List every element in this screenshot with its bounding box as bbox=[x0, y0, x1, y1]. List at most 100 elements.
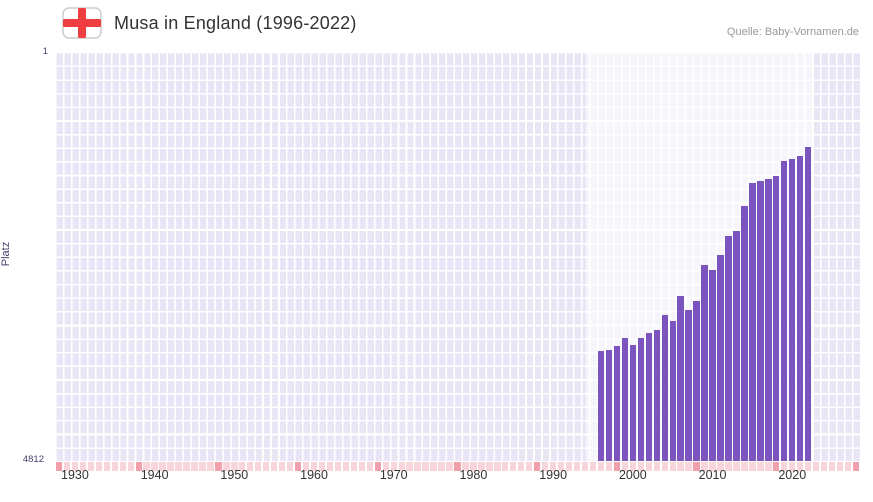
timeline-cell bbox=[175, 462, 182, 471]
y-axis-bottom-label: 4812 bbox=[22, 454, 44, 465]
plot-area bbox=[55, 52, 860, 461]
bar-2007[interactable] bbox=[685, 310, 692, 461]
timeline-cell bbox=[135, 462, 142, 471]
timeline-cell bbox=[406, 462, 413, 471]
timeline-cell bbox=[669, 462, 676, 471]
x-axis-labels: 1930 1940 1950 1960 1970 1980 1990 2000 2010 2020 bbox=[55, 468, 860, 486]
bar-2005[interactable] bbox=[669, 320, 676, 461]
bar-2013[interactable] bbox=[733, 231, 740, 461]
timeline-cell bbox=[494, 462, 501, 471]
timeline-cell bbox=[781, 462, 788, 471]
timeline-cell bbox=[111, 462, 118, 471]
timeline-cell bbox=[820, 462, 828, 471]
timeline-cell bbox=[725, 462, 732, 471]
timeline-cell bbox=[215, 462, 222, 471]
x-axis-label: 1950 bbox=[220, 468, 249, 482]
timeline-cell bbox=[597, 462, 605, 471]
x-axis-label: 1990 bbox=[539, 468, 568, 482]
timeline-cell bbox=[159, 462, 166, 471]
timeline-cell bbox=[852, 462, 860, 471]
bar-1999[interactable] bbox=[621, 338, 629, 461]
timeline-cell bbox=[183, 462, 190, 471]
timeline-cell bbox=[334, 462, 342, 471]
timeline-cell bbox=[789, 462, 796, 471]
timeline-cell bbox=[302, 462, 310, 471]
timeline-cell bbox=[773, 462, 780, 471]
timeline-cell bbox=[127, 462, 134, 471]
timeline-cell bbox=[741, 462, 748, 471]
timeline-cell bbox=[438, 462, 445, 471]
timeline-cell bbox=[589, 462, 597, 471]
timeline-cell bbox=[534, 462, 541, 471]
timeline-cell bbox=[191, 462, 198, 471]
timeline-cell bbox=[557, 462, 565, 471]
timeline-cell bbox=[422, 462, 429, 471]
timeline-cell bbox=[844, 462, 852, 471]
bar-2017[interactable] bbox=[765, 179, 772, 461]
timeline-cell bbox=[812, 462, 820, 471]
bar-2014[interactable] bbox=[741, 205, 748, 461]
x-axis-label: 1960 bbox=[300, 468, 328, 482]
timeline-cell bbox=[71, 462, 79, 471]
timeline-cell bbox=[621, 462, 629, 471]
bar-2020[interactable] bbox=[789, 159, 796, 461]
timeline-cell bbox=[255, 462, 262, 471]
bar-2004[interactable] bbox=[661, 315, 668, 461]
timeline-cell bbox=[629, 462, 637, 471]
timeline-cell bbox=[645, 462, 652, 471]
timeline-cell bbox=[541, 462, 549, 471]
bar-2010[interactable] bbox=[709, 270, 716, 461]
bar-2012[interactable] bbox=[725, 235, 732, 461]
x-axis-label: 2000 bbox=[618, 468, 647, 482]
bar-2018[interactable] bbox=[773, 176, 780, 461]
timeline-cell bbox=[239, 462, 246, 471]
timeline-cell bbox=[677, 462, 684, 471]
timeline-cell bbox=[247, 462, 254, 471]
timeline-cell bbox=[462, 462, 469, 471]
timeline-cell bbox=[765, 462, 772, 471]
timeline-cell bbox=[565, 462, 573, 471]
bar-2000[interactable] bbox=[629, 345, 637, 461]
timeline-cell bbox=[478, 462, 485, 471]
bar-2019[interactable] bbox=[781, 160, 788, 461]
bar-2011[interactable] bbox=[717, 255, 724, 461]
timeline-cell bbox=[797, 462, 804, 471]
x-axis-label: 2010 bbox=[698, 468, 727, 482]
bar-2001[interactable] bbox=[637, 337, 644, 461]
timeline-cell bbox=[653, 462, 660, 471]
timeline-cell bbox=[749, 462, 756, 471]
timeline-cell bbox=[358, 462, 366, 471]
timeline-cell bbox=[510, 462, 517, 471]
bar-2008[interactable] bbox=[693, 301, 700, 461]
timeline-cell bbox=[733, 462, 740, 471]
timeline-cell bbox=[454, 462, 461, 471]
timeline-cell bbox=[613, 462, 621, 471]
timeline-cell bbox=[693, 462, 700, 471]
timeline-cell bbox=[549, 462, 557, 471]
bar-1997[interactable] bbox=[605, 350, 613, 461]
bar-2022[interactable] bbox=[805, 147, 812, 461]
timeline-cell bbox=[701, 462, 708, 471]
timeline-cell bbox=[518, 462, 525, 471]
timeline-cell bbox=[398, 462, 405, 471]
timeline-cell bbox=[95, 462, 102, 471]
timeline-cell bbox=[263, 462, 270, 471]
timeline-cell bbox=[836, 462, 844, 471]
timeline-cell bbox=[55, 462, 63, 471]
timeline-cell bbox=[318, 462, 326, 471]
bar-1998[interactable] bbox=[613, 346, 621, 461]
bar-2006[interactable] bbox=[677, 295, 684, 461]
bar-2021[interactable] bbox=[797, 156, 804, 461]
bar-2009[interactable] bbox=[701, 265, 708, 461]
bar-2002[interactable] bbox=[645, 333, 652, 461]
bar-2016[interactable] bbox=[757, 181, 764, 461]
bar-2015[interactable] bbox=[749, 182, 756, 461]
bar-2003[interactable] bbox=[653, 329, 660, 461]
timeline-cell bbox=[278, 462, 286, 471]
timeline-cell bbox=[581, 462, 589, 471]
bar-1996[interactable] bbox=[597, 351, 605, 461]
timeline-cell bbox=[270, 462, 278, 471]
timeline-cell bbox=[805, 462, 812, 471]
timeline-cell bbox=[717, 462, 724, 471]
timeline-cell bbox=[414, 462, 421, 471]
